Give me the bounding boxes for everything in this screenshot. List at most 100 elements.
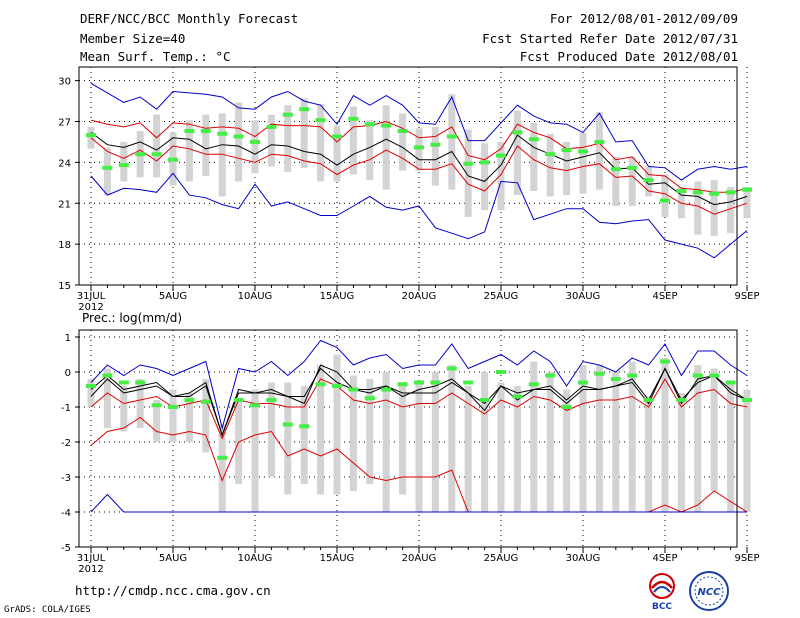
prec-ytick-label: -1	[61, 403, 71, 414]
prec-box	[743, 389, 751, 512]
temp-box	[333, 125, 341, 182]
temp-box	[349, 106, 357, 175]
temp-box	[366, 120, 374, 181]
temp-box	[497, 141, 505, 211]
temp-box	[267, 114, 275, 167]
prec-xtick-label: 31JUL	[77, 553, 106, 564]
prec-box	[448, 365, 456, 512]
prec-series-mean	[90, 378, 748, 440]
prec-box	[497, 382, 505, 512]
prec-box	[563, 389, 571, 512]
temp-xtick-label: 5AUG	[159, 291, 187, 302]
prec-box	[694, 365, 702, 512]
temp-marker	[151, 152, 162, 157]
prec-series-max	[90, 339, 748, 430]
variable-label: Mean Surf. Temp.: °C	[80, 49, 231, 64]
prec-box	[595, 365, 603, 512]
prec-box	[317, 365, 325, 495]
prec-box	[185, 393, 193, 442]
temp-box	[185, 120, 193, 182]
prec-xtick-label: 5AUG	[159, 553, 187, 564]
prec-marker	[364, 396, 375, 401]
temp-marker	[725, 190, 736, 195]
prec-ytick-label: 1	[65, 333, 71, 344]
prec-marker	[151, 403, 162, 408]
prec-marker	[200, 399, 211, 404]
temp-xtick-label: 20AUG	[402, 291, 437, 302]
temp-ytick-label: 30	[58, 77, 71, 88]
temp-box	[251, 120, 259, 174]
prec-marker	[676, 398, 687, 402]
bcc-logo-icon: BCC	[640, 570, 684, 612]
temp-box	[546, 133, 554, 197]
prec-box	[103, 368, 111, 428]
temp-box	[694, 181, 702, 235]
footer-url[interactable]: http://cmdp.ncc.cma.gov.cn	[75, 583, 271, 598]
temp-marker	[709, 191, 720, 196]
prec-marker	[479, 398, 490, 402]
temp-box	[563, 141, 571, 196]
temp-box	[153, 114, 161, 178]
prec-box	[349, 375, 357, 491]
temp-marker	[217, 131, 228, 136]
temp-marker	[660, 198, 670, 203]
prec-marker	[266, 398, 277, 402]
prec-box	[645, 396, 653, 512]
temp-xtick-label: 30AUG	[566, 291, 601, 302]
temp-xtick-label: 31JUL	[77, 291, 106, 302]
prec-box	[710, 368, 718, 491]
prec-series-upper	[90, 364, 748, 437]
prec-marker	[135, 380, 146, 385]
prec-box	[284, 382, 292, 495]
prec-marker	[250, 403, 260, 408]
temp-marker	[168, 157, 178, 162]
prec-box	[136, 379, 144, 428]
temp-marker	[414, 145, 424, 150]
temp-marker	[282, 112, 293, 117]
temp-series-lower	[90, 137, 748, 215]
prec-box	[218, 424, 226, 512]
prec-marker	[332, 384, 342, 388]
temp-box	[530, 122, 538, 191]
temp-marker	[692, 190, 703, 195]
temp-series-mean	[90, 131, 748, 206]
prec-marker	[643, 398, 654, 402]
prec-marker	[430, 380, 441, 385]
temp-box	[235, 102, 243, 182]
prec-box	[579, 365, 587, 512]
prec-series-min	[90, 493, 747, 513]
bcc-logo-text: BCC	[652, 602, 672, 612]
prec-box	[300, 386, 308, 484]
temp-marker	[742, 187, 752, 192]
prec-ytick-label: -3	[61, 473, 71, 484]
prec-box	[202, 379, 210, 453]
temp-box	[464, 129, 472, 217]
prec-marker	[709, 373, 720, 378]
prec-xtick-label: 25AUG	[484, 553, 519, 564]
prec-marker	[578, 380, 588, 385]
prec-marker	[561, 405, 572, 409]
prec-ytick-label: -2	[61, 438, 71, 449]
prec-box	[612, 372, 620, 512]
prec-box	[267, 382, 275, 477]
ncc-logo-icon: NCC	[686, 570, 732, 612]
temp-marker	[200, 129, 211, 134]
temp-box	[677, 186, 685, 219]
prec-xtick-label: 10AUG	[238, 553, 273, 564]
prec-box	[87, 379, 95, 407]
temp-plot-bg	[79, 67, 737, 285]
temp-marker	[545, 152, 556, 157]
prec-box	[661, 358, 669, 512]
temp-marker	[430, 142, 441, 147]
temp-box	[382, 105, 390, 190]
prec-marker	[102, 373, 113, 378]
temp-marker	[102, 165, 113, 170]
temp-box	[727, 186, 735, 234]
prec-box	[464, 386, 472, 512]
prec-box	[677, 393, 685, 512]
temp-box	[103, 147, 111, 196]
prec-frame	[78, 329, 738, 548]
prec-box	[727, 382, 735, 512]
ncc-logo-text: NCC	[697, 587, 721, 598]
